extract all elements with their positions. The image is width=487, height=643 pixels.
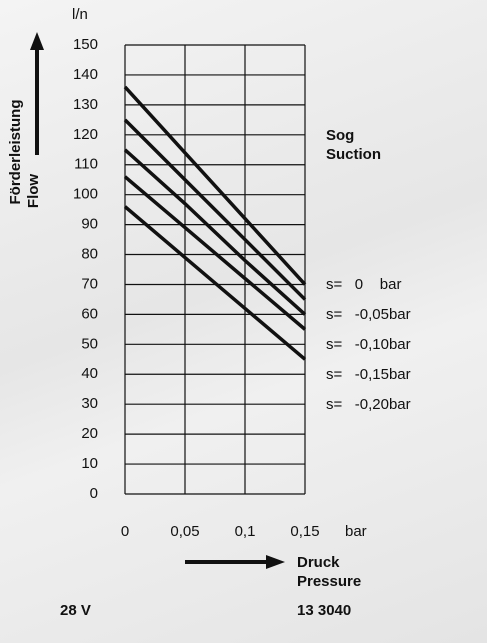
footer-right: 13 3040	[297, 602, 351, 619]
series-line	[123, 175, 307, 331]
y-tick-label: 90	[81, 216, 98, 233]
x-unit: bar	[345, 523, 367, 540]
y-tick-label: 60	[81, 305, 98, 322]
y-tick-label: 30	[81, 395, 98, 412]
legend-entry: s= -0,15bar	[326, 366, 411, 383]
x-label: Pressure	[297, 573, 361, 590]
y-tick-label: 50	[81, 335, 98, 352]
y-label: Flow	[25, 174, 42, 208]
y-tick-label: 110	[74, 156, 98, 173]
y-tick-label: 120	[73, 126, 98, 143]
y-tick-label: 40	[81, 365, 98, 382]
series-line	[123, 85, 307, 286]
legend-entry: s= 0 bar	[326, 276, 401, 293]
x-tick-label: 0,15	[290, 523, 319, 540]
y-arrow-head	[30, 32, 44, 50]
x-tick-label: 0,05	[170, 523, 199, 540]
x-arrow-head	[266, 555, 285, 569]
y-tick-label: 70	[81, 275, 98, 292]
series-line	[123, 118, 307, 301]
x-tick-label: 0	[121, 523, 129, 540]
y-unit: l/n	[72, 6, 88, 23]
footer-left: 28 V	[60, 602, 91, 619]
y-tick-label: 130	[73, 96, 98, 113]
y-label: Förderleistung	[7, 99, 24, 204]
series-line	[123, 148, 307, 316]
x-tick-label: 0,1	[235, 523, 256, 540]
y-tick-label: 20	[81, 425, 98, 442]
y-tick-label: 140	[73, 66, 98, 83]
x-label: Druck	[297, 554, 340, 571]
legend-entry: s= -0,10bar	[326, 336, 411, 353]
legend-entry: s= -0,05bar	[326, 306, 411, 323]
y-tick-label: 150	[73, 36, 98, 53]
y-tick-label: 100	[73, 186, 98, 203]
y-tick-label: 80	[81, 246, 98, 263]
y-tick-label: 10	[81, 455, 98, 472]
y-tick-label: 0	[90, 485, 98, 502]
legend-entry: s= -0,20bar	[326, 396, 411, 413]
series-line	[123, 205, 307, 361]
legend-title: Sog	[326, 127, 354, 144]
legend-title: Suction	[326, 146, 381, 163]
